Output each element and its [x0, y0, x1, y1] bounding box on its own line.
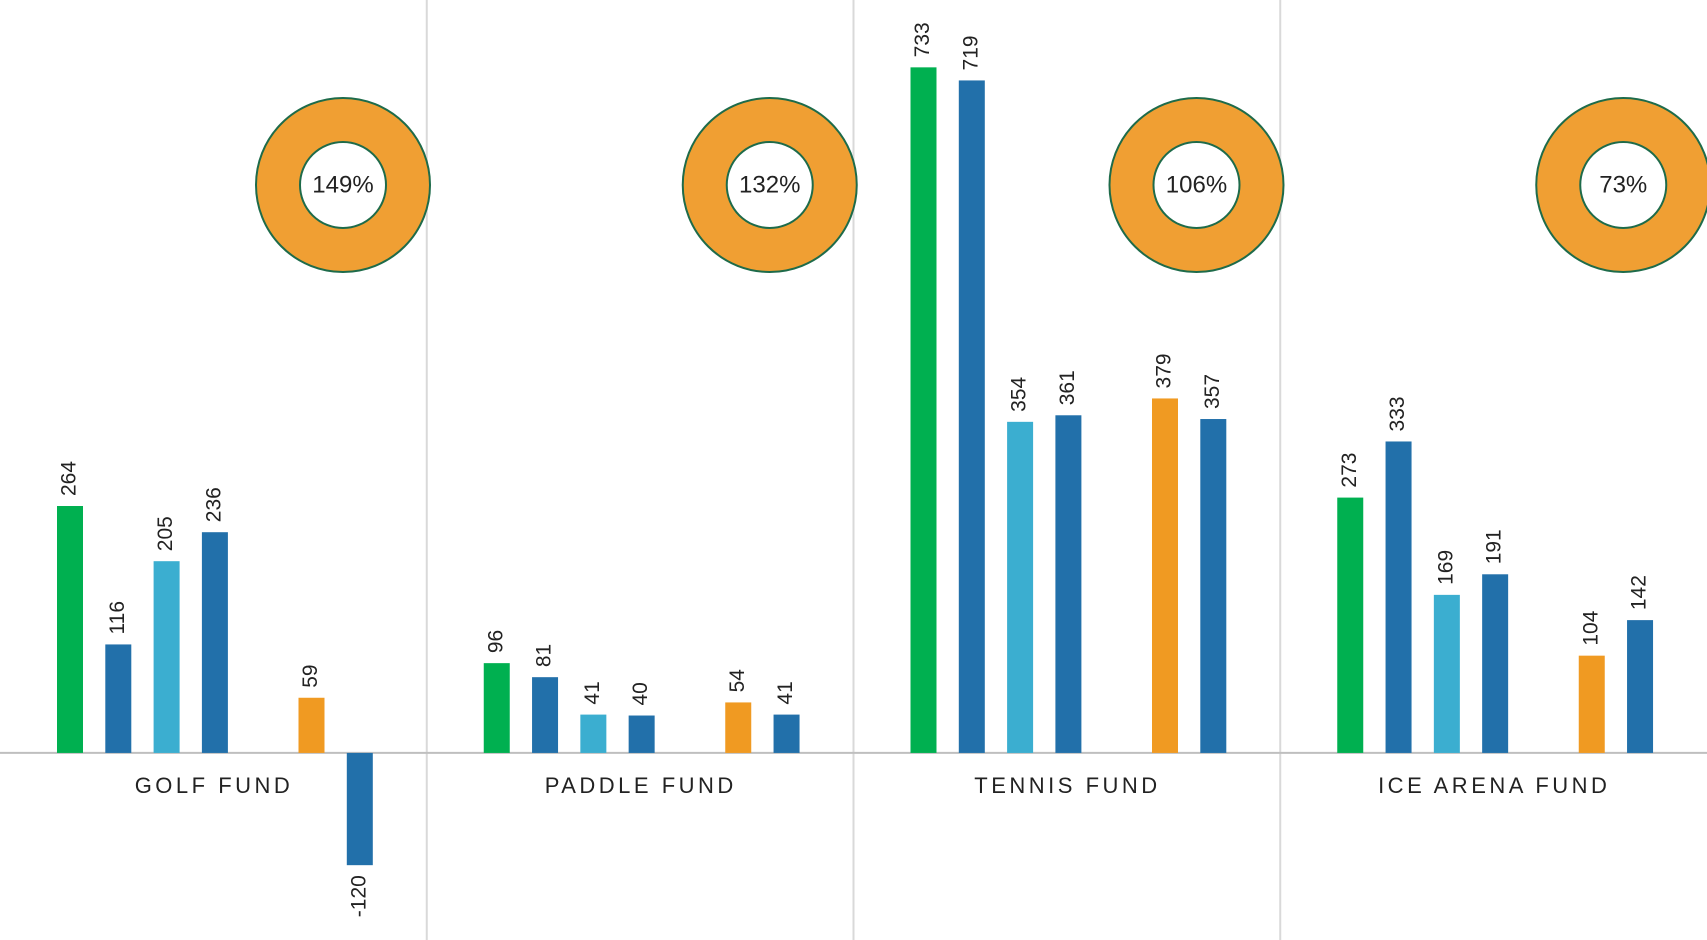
gauge-ring	[1536, 98, 1707, 272]
bar	[725, 702, 752, 753]
data-label: 733	[911, 22, 934, 57]
data-label: 41	[774, 681, 797, 704]
gauge-outline	[1152, 141, 1241, 229]
fund-label: PADDLE FUND	[545, 773, 737, 798]
bar	[1337, 497, 1364, 753]
gauge-outline	[255, 97, 431, 273]
data-label: 333	[1386, 396, 1409, 431]
data-label: 96	[484, 630, 507, 653]
gauge-outline	[1535, 97, 1707, 273]
bar	[105, 644, 132, 753]
data-label: 273	[1338, 453, 1361, 488]
bar	[57, 506, 83, 753]
gauge-label: 132%	[739, 171, 800, 198]
data-label: 41	[581, 681, 604, 704]
data-label: 59	[299, 664, 322, 687]
data-label: -120	[347, 875, 370, 917]
bar	[580, 714, 607, 753]
bar	[773, 714, 800, 753]
fund-label: TENNIS FUND	[974, 773, 1160, 798]
gauge-label: 73%	[1599, 171, 1647, 198]
bar	[201, 532, 228, 753]
bar	[1433, 594, 1460, 753]
data-label: 191	[1483, 529, 1506, 564]
bar	[1152, 398, 1178, 753]
data-label: 357	[1201, 374, 1224, 409]
data-label: 719	[959, 35, 982, 70]
data-label: 169	[1434, 550, 1457, 585]
bar	[1578, 655, 1605, 753]
bar	[346, 752, 373, 866]
fund-label: ICE ARENA FUND	[1378, 773, 1610, 798]
bar	[1055, 415, 1082, 753]
data-label: 205	[154, 516, 177, 551]
bar	[1385, 441, 1412, 753]
data-label: 104	[1579, 610, 1602, 645]
data-label: 40	[629, 682, 652, 705]
bar	[532, 677, 559, 753]
gauge-ring	[1109, 98, 1284, 272]
gauge-ring	[682, 98, 857, 272]
data-label: 264	[58, 461, 81, 496]
bar	[1627, 620, 1654, 753]
data-label: 116	[106, 601, 129, 634]
data-label: 379	[1153, 353, 1176, 388]
bar	[958, 80, 985, 753]
gauge-ring	[256, 98, 430, 272]
bar	[628, 715, 655, 753]
data-label: 236	[202, 487, 225, 522]
gauge-outline	[725, 141, 814, 229]
bar	[483, 663, 510, 753]
bar	[153, 561, 180, 753]
data-label: 142	[1628, 575, 1651, 610]
gauge-outline	[299, 141, 387, 229]
gauge-outline	[1108, 97, 1285, 273]
bar	[1482, 574, 1509, 753]
fund-label: GOLF FUND	[135, 773, 294, 798]
data-label: 361	[1056, 370, 1079, 405]
bar	[1007, 421, 1034, 753]
bar	[1200, 419, 1227, 753]
gauge-outline	[1579, 141, 1668, 229]
gauge-label: 149%	[312, 171, 373, 198]
bar	[298, 697, 325, 753]
data-label: 54	[726, 669, 749, 693]
gauge-outline	[681, 97, 858, 273]
data-label: 354	[1008, 376, 1031, 411]
bar	[910, 67, 937, 753]
gauge-label: 106%	[1166, 171, 1227, 198]
data-label: 81	[533, 644, 556, 667]
